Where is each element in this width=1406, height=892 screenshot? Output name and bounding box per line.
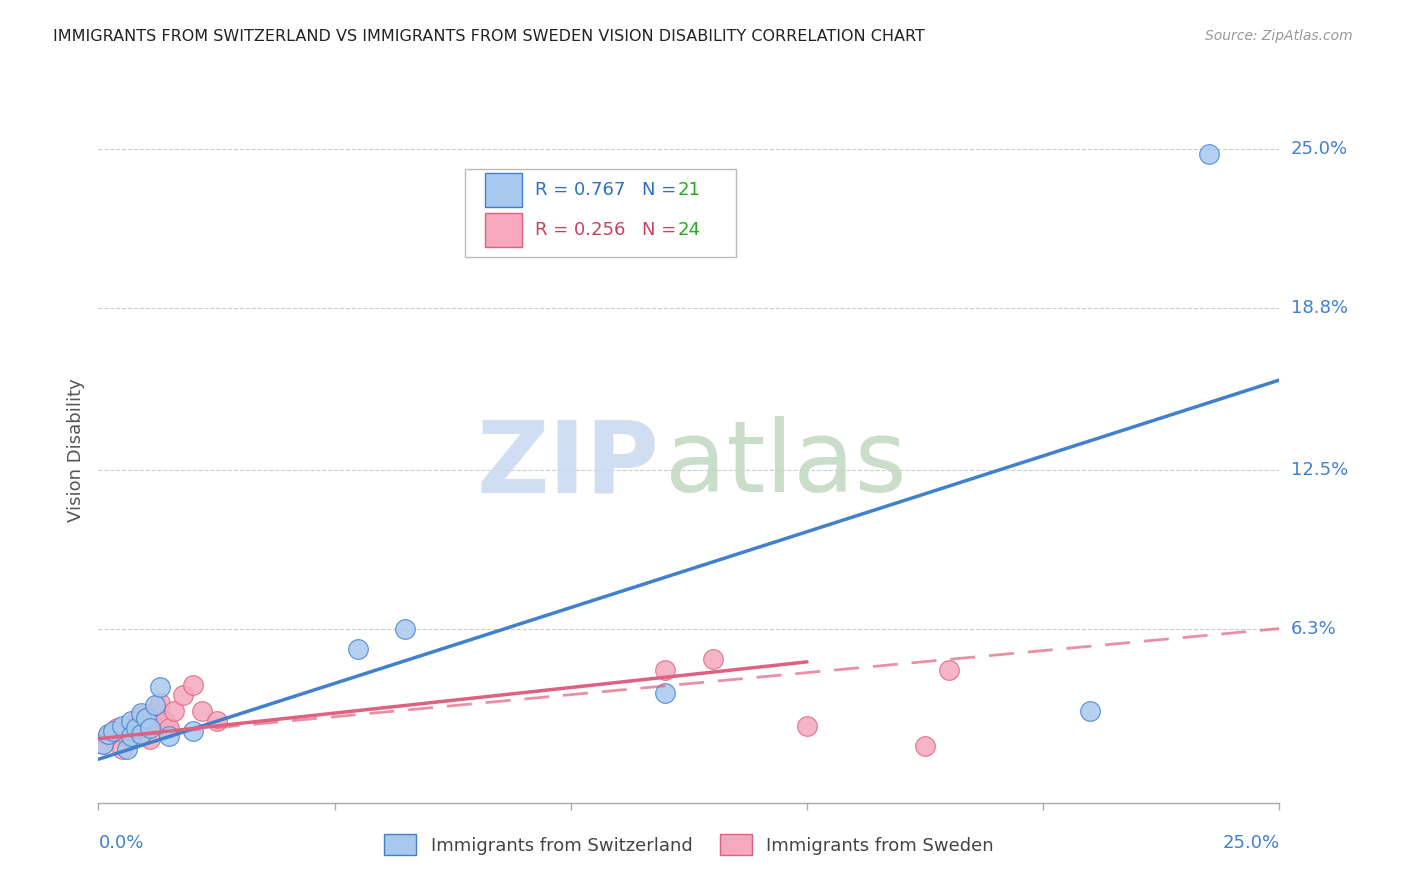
Text: 0.0%: 0.0%	[98, 833, 143, 852]
Point	[121, 724, 143, 739]
Text: R = 0.256: R = 0.256	[536, 221, 626, 239]
Point	[111, 742, 134, 756]
Point	[91, 737, 114, 751]
Point	[181, 678, 204, 692]
Legend: Immigrants from Switzerland, Immigrants from Sweden: Immigrants from Switzerland, Immigrants …	[375, 825, 1002, 864]
Text: 21: 21	[678, 181, 700, 199]
Point	[135, 711, 157, 725]
Y-axis label: Vision Disability: Vision Disability	[66, 378, 84, 523]
Point	[796, 719, 818, 733]
Point	[191, 704, 214, 718]
Point	[149, 696, 172, 710]
Point	[97, 726, 120, 740]
Point	[135, 722, 157, 736]
Point	[1198, 147, 1220, 161]
Point	[157, 722, 180, 736]
Point	[129, 726, 152, 740]
Text: N =: N =	[641, 221, 682, 239]
Point	[115, 742, 138, 756]
Point	[163, 704, 186, 718]
Point	[702, 652, 724, 666]
Text: 25.0%: 25.0%	[1291, 140, 1348, 159]
Point	[91, 737, 114, 751]
Point	[121, 729, 143, 743]
FancyBboxPatch shape	[485, 173, 523, 207]
Text: R = 0.767: R = 0.767	[536, 181, 626, 199]
Point	[97, 729, 120, 743]
Point	[125, 714, 148, 728]
Text: 18.8%: 18.8%	[1291, 299, 1347, 318]
Text: 12.5%: 12.5%	[1291, 460, 1348, 479]
Point	[125, 722, 148, 736]
Point	[654, 685, 676, 699]
Point	[157, 729, 180, 743]
Point	[205, 714, 228, 728]
Point	[172, 688, 194, 702]
Point	[121, 714, 143, 728]
Text: Source: ZipAtlas.com: Source: ZipAtlas.com	[1205, 29, 1353, 43]
Point	[139, 731, 162, 746]
Point	[143, 704, 166, 718]
Point	[101, 724, 124, 739]
Text: atlas: atlas	[665, 416, 907, 513]
Point	[394, 622, 416, 636]
Point	[654, 663, 676, 677]
Point	[111, 719, 134, 733]
Text: 24: 24	[678, 221, 700, 239]
Point	[181, 724, 204, 739]
Point	[153, 714, 176, 728]
Point	[129, 708, 152, 723]
Point	[347, 642, 370, 657]
Point	[1080, 704, 1102, 718]
Text: N =: N =	[641, 181, 682, 199]
Text: ZIP: ZIP	[477, 416, 659, 513]
Text: IMMIGRANTS FROM SWITZERLAND VS IMMIGRANTS FROM SWEDEN VISION DISABILITY CORRELAT: IMMIGRANTS FROM SWITZERLAND VS IMMIGRANT…	[53, 29, 925, 44]
Point	[143, 698, 166, 713]
Point	[105, 722, 128, 736]
Point	[139, 722, 162, 736]
FancyBboxPatch shape	[464, 169, 737, 257]
Point	[938, 663, 960, 677]
Point	[129, 706, 152, 720]
Point	[115, 729, 138, 743]
FancyBboxPatch shape	[485, 213, 523, 247]
Point	[914, 739, 936, 754]
Text: 6.3%: 6.3%	[1291, 620, 1336, 638]
Text: 25.0%: 25.0%	[1222, 833, 1279, 852]
Point	[149, 681, 172, 695]
